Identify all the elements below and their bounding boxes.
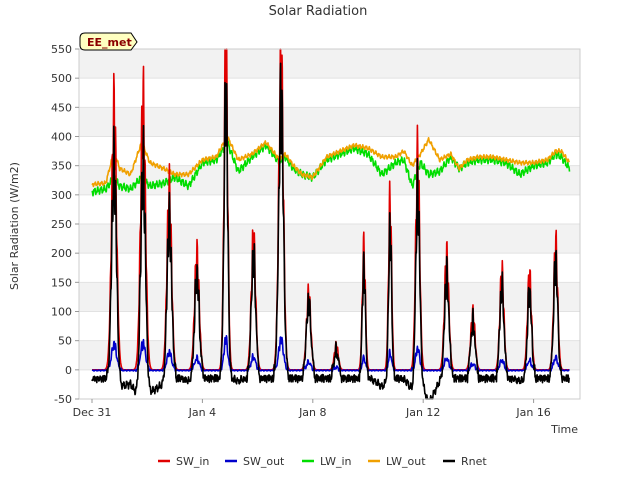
y-tick-label: 50 bbox=[58, 335, 72, 348]
x-tick-label: Jan 12 bbox=[405, 406, 440, 419]
x-tick-label: Jan 16 bbox=[515, 406, 550, 419]
station-badge-box bbox=[79, 32, 138, 51]
x-tick-label: Jan 8 bbox=[298, 406, 326, 419]
legend-label: Rnet bbox=[461, 455, 487, 468]
x-tick-label: Jan 4 bbox=[188, 406, 216, 419]
grid-band bbox=[79, 224, 580, 254]
legend-label: LW_out bbox=[386, 455, 426, 468]
y-axis-ticks: -50 0 50 100 150 200 250 300 350 400 450 500 550 bbox=[51, 43, 79, 406]
y-tick-label: 200 bbox=[51, 247, 72, 260]
x-axis-label: Time bbox=[550, 423, 578, 436]
y-tick-label: -50 bbox=[54, 393, 72, 406]
station-badge: EE_met bbox=[79, 32, 138, 51]
series-line-rnet bbox=[91, 62, 571, 400]
x-axis-ticks: Dec 31 Jan 4 Jan 8 Jan 12 Jan 16 bbox=[73, 399, 551, 419]
y-tick-label: 400 bbox=[51, 131, 72, 144]
grid-band bbox=[79, 107, 580, 137]
station-badge-label: EE_met bbox=[87, 36, 132, 49]
y-tick-label: 250 bbox=[51, 218, 72, 231]
series-line-sw-out bbox=[91, 335, 570, 373]
y-tick-label: 100 bbox=[51, 306, 72, 319]
legend-item-sw-out: SW_out bbox=[225, 455, 285, 468]
y-axis-label: Solar Radiation (W/m2) bbox=[8, 162, 21, 290]
y-tick-label: 300 bbox=[51, 189, 72, 202]
y-tick-label: 500 bbox=[51, 72, 72, 85]
legend-label: SW_in bbox=[176, 455, 209, 468]
chart-title: Solar Radiation bbox=[269, 4, 368, 19]
legend-item-lw-in: LW_in bbox=[302, 455, 352, 468]
y-tick-label: 350 bbox=[51, 160, 72, 173]
grid-band bbox=[79, 282, 580, 312]
legend-label: LW_in bbox=[320, 455, 352, 468]
legend-item-sw-in: SW_in bbox=[158, 455, 209, 468]
y-tick-label: 450 bbox=[51, 101, 72, 114]
y-tick-label: 0 bbox=[65, 364, 72, 377]
series-layer bbox=[91, 48, 571, 400]
x-tick-label: Dec 31 bbox=[73, 406, 112, 419]
legend-item-rnet: Rnet bbox=[443, 455, 487, 468]
legend-item-lw-out: LW_out bbox=[368, 455, 426, 468]
y-tick-label: 150 bbox=[51, 276, 72, 289]
grid-band bbox=[79, 49, 580, 79]
legend-label: SW_out bbox=[243, 455, 285, 468]
legend: SW_in SW_out LW_in LW_out Rnet bbox=[158, 455, 487, 468]
grid-band bbox=[79, 165, 580, 195]
y-tick-label: 550 bbox=[51, 43, 72, 56]
series-line-lw-out bbox=[91, 136, 571, 188]
